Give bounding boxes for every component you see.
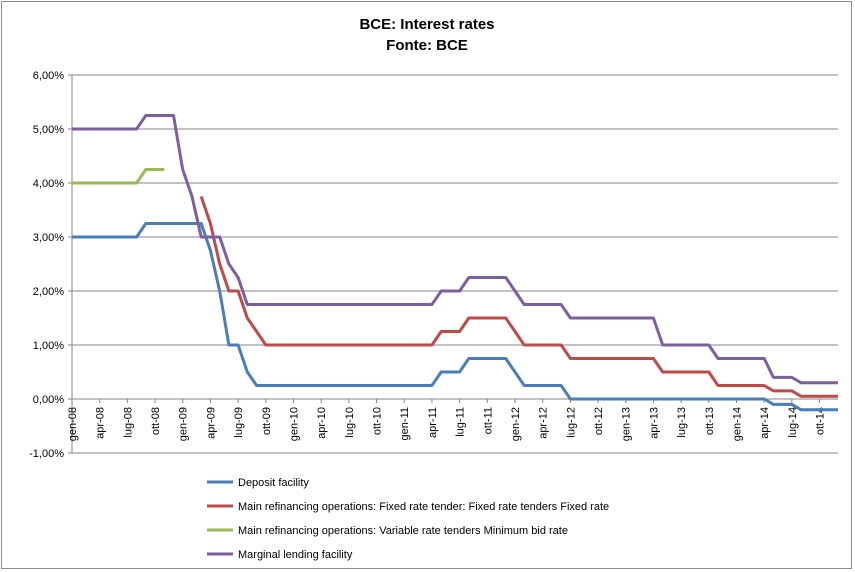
y-tick-label: 1,00% xyxy=(33,340,64,352)
x-tick-label: gen-09 xyxy=(178,407,190,441)
x-tick-label: ott-14 xyxy=(815,407,827,435)
x-tick-label: apr-09 xyxy=(205,407,217,439)
x-tick-label: ott-11 xyxy=(482,407,494,434)
series-line-1 xyxy=(72,222,838,412)
x-tick-label: lug-09 xyxy=(233,407,245,438)
x-tick-label: apr-11 xyxy=(427,407,439,438)
x-tick-label: ott-10 xyxy=(372,407,384,435)
series-line-3 xyxy=(72,168,165,185)
x-tick-label: apr-13 xyxy=(648,407,660,439)
y-tick-label: -1,00% xyxy=(29,448,64,460)
y-tick-label: 2,00% xyxy=(33,286,64,298)
x-tick-label: lug-10 xyxy=(344,407,356,438)
x-tick-label: gen-10 xyxy=(288,407,300,441)
legend-label-2: Main refinancing operations: Fixed rate … xyxy=(238,501,609,513)
series-line-4 xyxy=(72,114,838,385)
gridlines xyxy=(72,74,838,454)
x-tick-label: ott-08 xyxy=(150,407,162,435)
series-lines xyxy=(72,114,838,412)
axes: 6,00% 5,00% 4,00% 3,00% 2,00% 1,00% 0,00% -1,00… xyxy=(29,70,838,460)
series-line-2 xyxy=(199,196,838,398)
x-tick-label: lug-11 xyxy=(455,407,467,437)
x-tick-label: ott-13 xyxy=(704,407,716,435)
y-tick-label: 3,00% xyxy=(33,232,64,244)
y-tick-label: 5,00% xyxy=(33,124,64,136)
y-tick-label: 6,00% xyxy=(33,70,64,82)
x-tick-label: lug-13 xyxy=(676,407,688,438)
x-tick-label: ott-12 xyxy=(593,407,605,435)
x-tick-label: gen-14 xyxy=(731,407,743,441)
legend-label-1: Deposit facility xyxy=(238,477,309,489)
x-tick-label: gen-13 xyxy=(621,407,633,441)
chart-subtitle: Fonte: BCE xyxy=(386,37,468,54)
y-tick-label: 4,00% xyxy=(33,178,64,190)
legend-label-4: Marginal lending facility xyxy=(238,549,353,561)
chart-title: BCE: Interest rates xyxy=(359,16,494,33)
x-tick-label: lug-12 xyxy=(565,407,577,438)
x-tick-label: apr-12 xyxy=(538,407,550,439)
x-tick-label: ott-09 xyxy=(261,407,273,435)
legend-label-3: Main refinancing operations: Variable ra… xyxy=(238,525,568,537)
x-tick-label: gen-12 xyxy=(510,407,522,441)
x-tick-label: gen-08 xyxy=(67,407,79,441)
legend: Deposit facility Main refinancing operati… xyxy=(207,477,609,561)
x-tick-label: apr-14 xyxy=(759,407,771,439)
x-tick-label: gen-11 xyxy=(399,407,411,440)
x-tick-label: lug-14 xyxy=(787,407,799,438)
x-tick-label: lug-08 xyxy=(122,407,134,438)
y-tick-label: 0,00% xyxy=(33,394,64,406)
x-tick-label: apr-10 xyxy=(316,407,328,439)
x-tick-label: apr-08 xyxy=(95,407,107,439)
